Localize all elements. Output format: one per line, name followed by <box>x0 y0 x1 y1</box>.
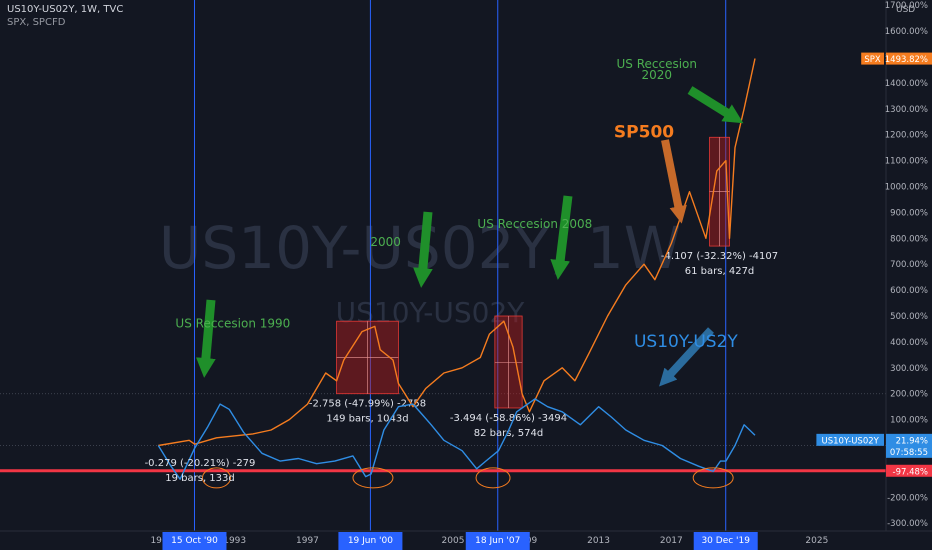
measure-label: 82 bars, 574d <box>474 428 544 439</box>
price-tick-label: 100.00% <box>890 416 928 426</box>
price-tick-label: 1400.00% <box>885 79 928 89</box>
spx-line <box>158 58 756 447</box>
spread-line <box>157 398 756 480</box>
price-tag-bg <box>886 433 932 458</box>
low-measure-label: 19 bars, 133d <box>165 473 235 484</box>
measure-label: -2.758 (-47.99%) -2758 <box>309 399 426 410</box>
date-tag-label: 15 Oct '90 <box>171 536 218 546</box>
price-tick-label: 600.00% <box>890 286 928 296</box>
price-tag-name-bg <box>816 433 884 446</box>
price-tag-value: 21.94% <box>896 436 928 446</box>
time-tick-label: 2025 <box>805 536 828 546</box>
annotation-arrow <box>687 86 744 124</box>
time-tick-label: 1993 <box>223 536 246 546</box>
price-tag-bg <box>886 464 932 477</box>
date-tag-bg <box>162 532 227 550</box>
price-axis-bg <box>886 0 932 550</box>
annotation-text: SP500 <box>614 122 674 142</box>
time-tick-label: 1989 <box>150 536 173 546</box>
annotation-text: US Reccesion 2008 <box>477 217 592 231</box>
price-tick-label: 1200.00% <box>885 131 928 141</box>
annotation-text: 2020 <box>641 68 672 82</box>
price-tick-label: 500.00% <box>890 312 928 322</box>
date-tag-label: 30 Dec '19 <box>701 536 750 546</box>
measure-label: -4.107 (-32.32%) -4107 <box>661 251 778 262</box>
date-tag-bg <box>338 532 403 550</box>
measure-label: -3.494 (-58.86%) -3494 <box>450 413 567 424</box>
price-tag-name: US10Y-US02Y <box>822 436 880 446</box>
inversion-circle <box>475 467 511 489</box>
annotation-text: US10Y-US2Y <box>634 332 738 352</box>
date-tag-label: 18 Jun '07 <box>475 536 520 546</box>
measure-label: 149 bars, 1043d <box>326 414 408 425</box>
inversion-circle <box>692 467 734 489</box>
price-tick-label: -300.00% <box>887 519 928 529</box>
price-tag-countdown: 07:58:55 <box>890 448 928 458</box>
price-tick-label: 1000.00% <box>885 182 928 192</box>
price-tick-label: 800.00% <box>890 234 928 244</box>
price-tick-label: 1700.00% <box>885 1 928 11</box>
inversion-circle <box>352 467 394 489</box>
annotation-text: 2000 <box>370 235 401 249</box>
price-tick-label: -200.00% <box>887 493 928 503</box>
annotation-arrow <box>413 211 433 288</box>
currency-label: USD <box>896 5 916 15</box>
date-tag-label: 19 Jun '00 <box>348 536 393 546</box>
annotation-arrow <box>550 195 573 280</box>
annotation-text: US Reccesion <box>617 57 698 71</box>
time-tick-label: 2017 <box>660 536 683 546</box>
price-tick-label: 1600.00% <box>885 27 928 37</box>
price-tick-label: 200.00% <box>890 390 928 400</box>
date-tag-bg <box>465 532 530 550</box>
inversion-circle <box>201 467 231 489</box>
time-tick-label: 2005 <box>442 536 465 546</box>
price-tick-label: 300.00% <box>890 364 928 374</box>
time-tick-label: 2013 <box>587 536 610 546</box>
price-tick-label: 1100.00% <box>885 157 928 167</box>
price-tag-value: 1493.82% <box>885 55 928 65</box>
price-tag-name-bg <box>861 52 884 65</box>
time-tick-label: 1997 <box>296 536 319 546</box>
annotation-arrow <box>659 327 714 387</box>
price-tag-value: -97.48% <box>893 467 928 477</box>
measure-label: 61 bars, 427d <box>685 266 755 277</box>
symbol-header[interactable]: US10Y-US02Y, 1W, TVC <box>7 4 124 15</box>
annotation-arrow <box>196 299 216 378</box>
date-tag-bg <box>693 532 758 550</box>
price-tick-label: 900.00% <box>890 208 928 218</box>
annotation-arrow <box>661 139 687 224</box>
price-tag-name: SPX <box>864 55 881 65</box>
low-measure-label: -0.279 (-20.21%) -279 <box>145 458 256 469</box>
price-tag-bg <box>886 52 932 65</box>
price-tick-label: 1300.00% <box>885 105 928 115</box>
price-tick-label: 400.00% <box>890 338 928 348</box>
annotation-text: US Reccesion 1990 <box>175 317 290 331</box>
price-tick-label: 700.00% <box>890 260 928 270</box>
overlay-header[interactable]: SPX, SPCFD <box>7 17 66 28</box>
